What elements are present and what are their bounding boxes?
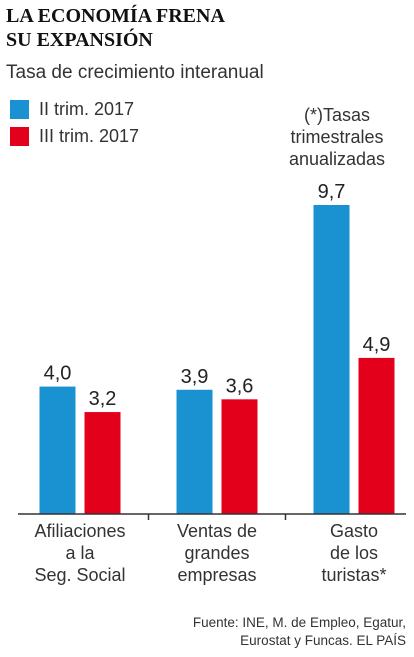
- bar-q3-0: [84, 412, 121, 514]
- bar-q3-1: [221, 399, 258, 514]
- chart-subtitle: Tasa de crecimiento interanual: [6, 62, 264, 83]
- footnote-line-1: (*)Tasas: [303, 105, 370, 125]
- category-label-0-line-1: a la: [65, 543, 95, 563]
- value-label-q3-0: 3,2: [89, 388, 117, 410]
- legend-swatch-q3: [10, 127, 29, 146]
- bar-q2-1: [176, 389, 213, 514]
- bar-q2-0: [39, 386, 76, 514]
- category-label-0-line-2: Seg. Social: [34, 565, 125, 585]
- source-line-2: Eurostat y Funcas. EL PAÍS: [240, 633, 406, 648]
- chart-title-line-1: LA ECONOMÍA FRENA: [6, 5, 225, 27]
- category-label-2-line-0: Gasto: [330, 521, 378, 541]
- category-label-2-line-2: turistas*: [321, 565, 386, 585]
- chart-footnote: (*)Tasas trimestrales anualizadas: [260, 104, 414, 170]
- bar-q2-2: [313, 205, 350, 514]
- category-label-2-line-1: de los: [330, 543, 378, 563]
- x-axis-ticks: [147, 514, 287, 520]
- source-credit: Fuente: INE, M. de Empleo, Egatur, Euros…: [150, 614, 406, 650]
- chart-title: LA ECONOMÍA FRENA SU EXPANSIÓN: [6, 4, 225, 52]
- value-label-q2-2: 9,7: [318, 181, 346, 203]
- value-labels-layer: 4,0 3,2 3,9 3,6 9,7 4,9: [44, 181, 391, 410]
- chart-title-line-2: SU EXPANSIÓN: [6, 29, 153, 51]
- category-label-1-line-0: Ventas de: [177, 521, 257, 541]
- category-label-1-line-1: grandes: [184, 543, 249, 563]
- footnote-line-2: trimestrales: [290, 127, 384, 147]
- category-label-1-line-2: empresas: [177, 565, 256, 585]
- value-label-q3-1: 3,6: [226, 375, 254, 397]
- footnote-line-3: anualizadas: [288, 149, 386, 169]
- legend-label-q2: II trim. 2017: [39, 99, 135, 119]
- category-label-0-line-0: Afiliaciones: [34, 521, 125, 541]
- legend-swatch-q2: [10, 100, 29, 119]
- value-label-q2-0: 4,0: [44, 363, 72, 385]
- bars-layer: [39, 205, 395, 514]
- source-line-1: Fuente: INE, M. de Empleo, Egatur,: [192, 615, 406, 630]
- value-label-q3-2: 4,9: [363, 334, 391, 356]
- bar-q3-2: [358, 357, 395, 514]
- value-label-q2-1: 3,9: [181, 366, 209, 388]
- legend-label-q3: III trim. 2017: [39, 126, 140, 146]
